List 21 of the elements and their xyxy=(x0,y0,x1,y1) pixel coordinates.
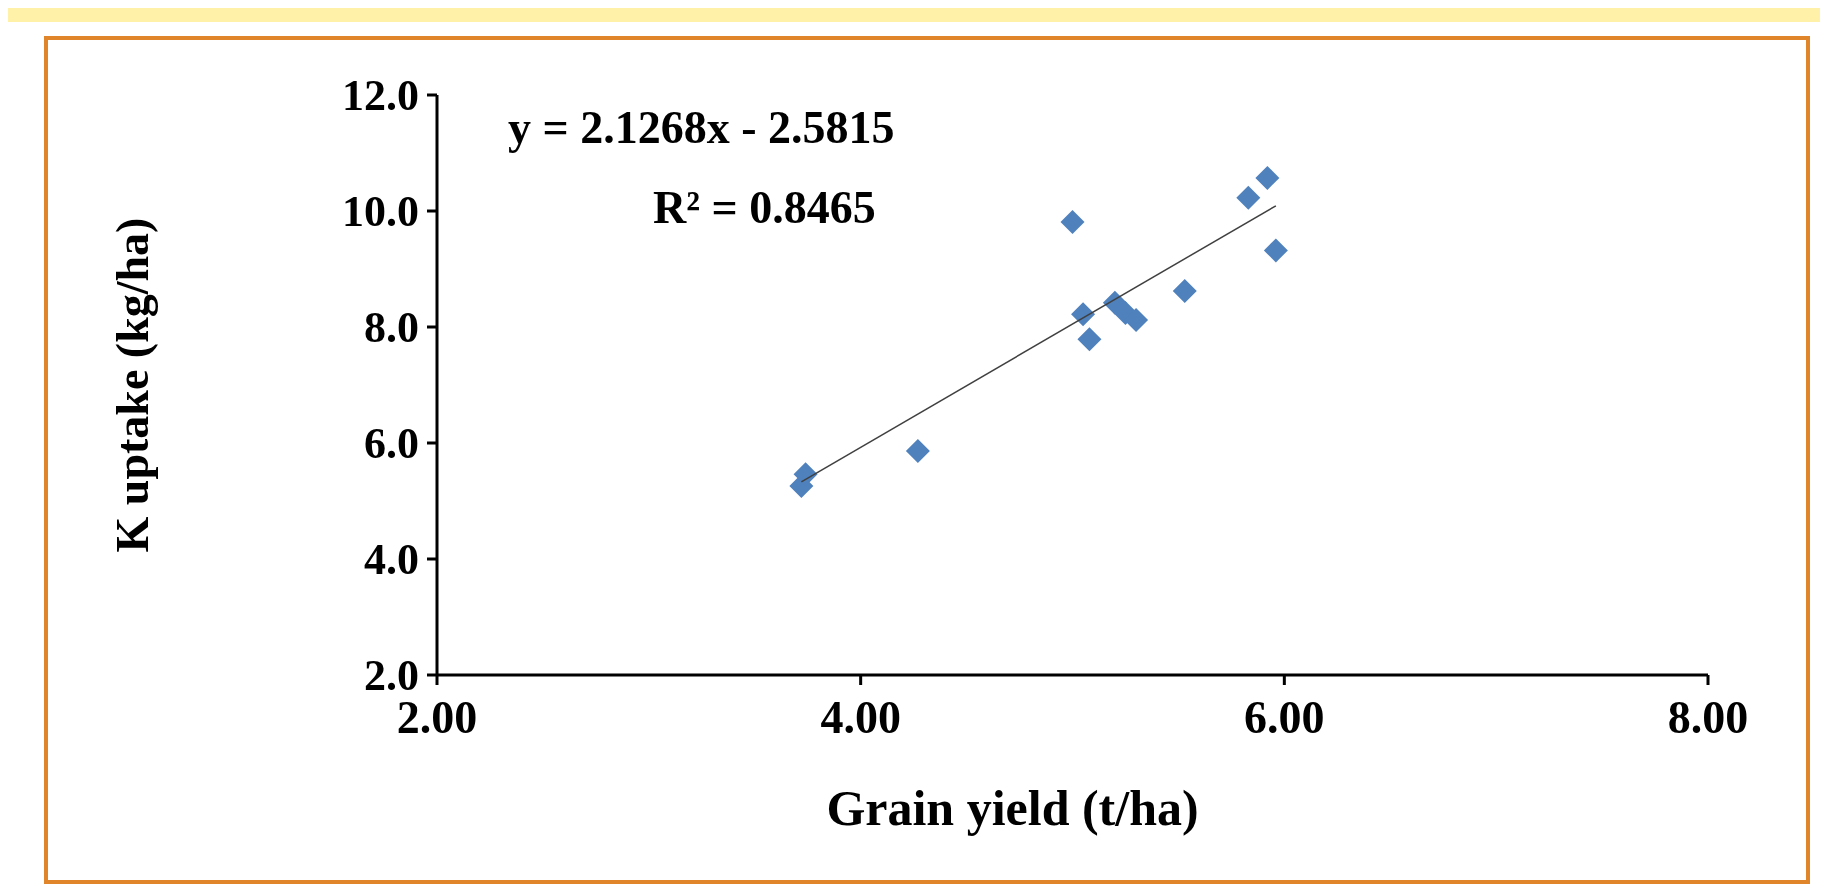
y-tick-label: 4.0 xyxy=(364,535,419,585)
annotation: y = 2.1268x - 2.5815 xyxy=(508,102,895,153)
x-tick-label: 6.00 xyxy=(1244,692,1325,743)
point xyxy=(1077,327,1102,352)
y-tick-label: 6.0 xyxy=(364,419,419,469)
point xyxy=(1236,185,1261,210)
point xyxy=(1071,302,1096,327)
point xyxy=(1172,279,1197,304)
y-axis-title: K uptake (kg/ha) xyxy=(107,217,158,553)
point xyxy=(905,439,930,464)
x-tick-label: 4.00 xyxy=(820,692,901,743)
annotation: R² = 0.8465 xyxy=(653,182,876,233)
x-axis-title: Grain yield (t/ha) xyxy=(826,780,1199,836)
y-tick-label: 10.0 xyxy=(342,187,419,237)
point xyxy=(1263,238,1288,263)
point xyxy=(1060,210,1085,235)
y-tick-label: 12.0 xyxy=(342,71,419,121)
y-tick-label: 8.0 xyxy=(364,303,419,353)
x-tick-label: 8.00 xyxy=(1667,692,1749,743)
point xyxy=(1124,308,1149,333)
point xyxy=(1255,165,1280,190)
